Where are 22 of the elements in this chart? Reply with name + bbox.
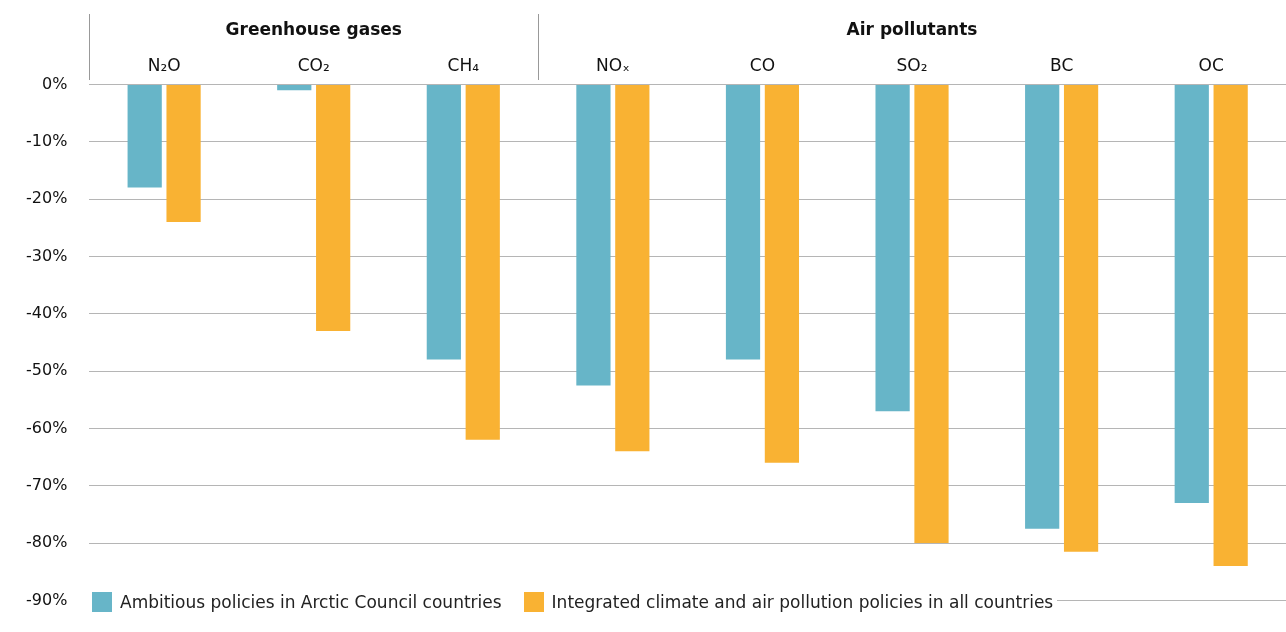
y-tick-label: -40% — [25, 302, 68, 322]
x-tick-label: SO₂ — [896, 54, 928, 75]
text: Greenhouse gases — [225, 19, 402, 40]
x-tick-label: CH₄ — [447, 54, 480, 75]
y-tick-label: -90% — [25, 589, 68, 609]
x-tick-label: N₂O — [147, 54, 181, 75]
x-tick-label: NOₓ — [596, 54, 630, 75]
y-tick-label: -50% — [25, 360, 68, 380]
y-tick-label: -80% — [25, 532, 68, 552]
legend-label: Ambitious policies in Arctic Council countries — [120, 592, 502, 612]
text: Air pollutants — [846, 19, 978, 40]
y-tick-label: -20% — [25, 188, 68, 208]
x-tick-label: CO₂ — [297, 54, 330, 75]
y-tick-label: -30% — [25, 245, 68, 265]
y-tick-label: 0% — [41, 73, 68, 93]
x-tick-label: CO — [749, 54, 776, 75]
y-tick-label: -60% — [25, 417, 68, 437]
y-tick-label: -70% — [25, 474, 68, 494]
y-tick-label: -10% — [25, 130, 68, 150]
legend-label: Integrated climate and air pollution policies in all countries — [551, 592, 1054, 612]
x-tick-label: BC — [1050, 54, 1074, 75]
x-tick-label: OC — [1198, 54, 1224, 75]
